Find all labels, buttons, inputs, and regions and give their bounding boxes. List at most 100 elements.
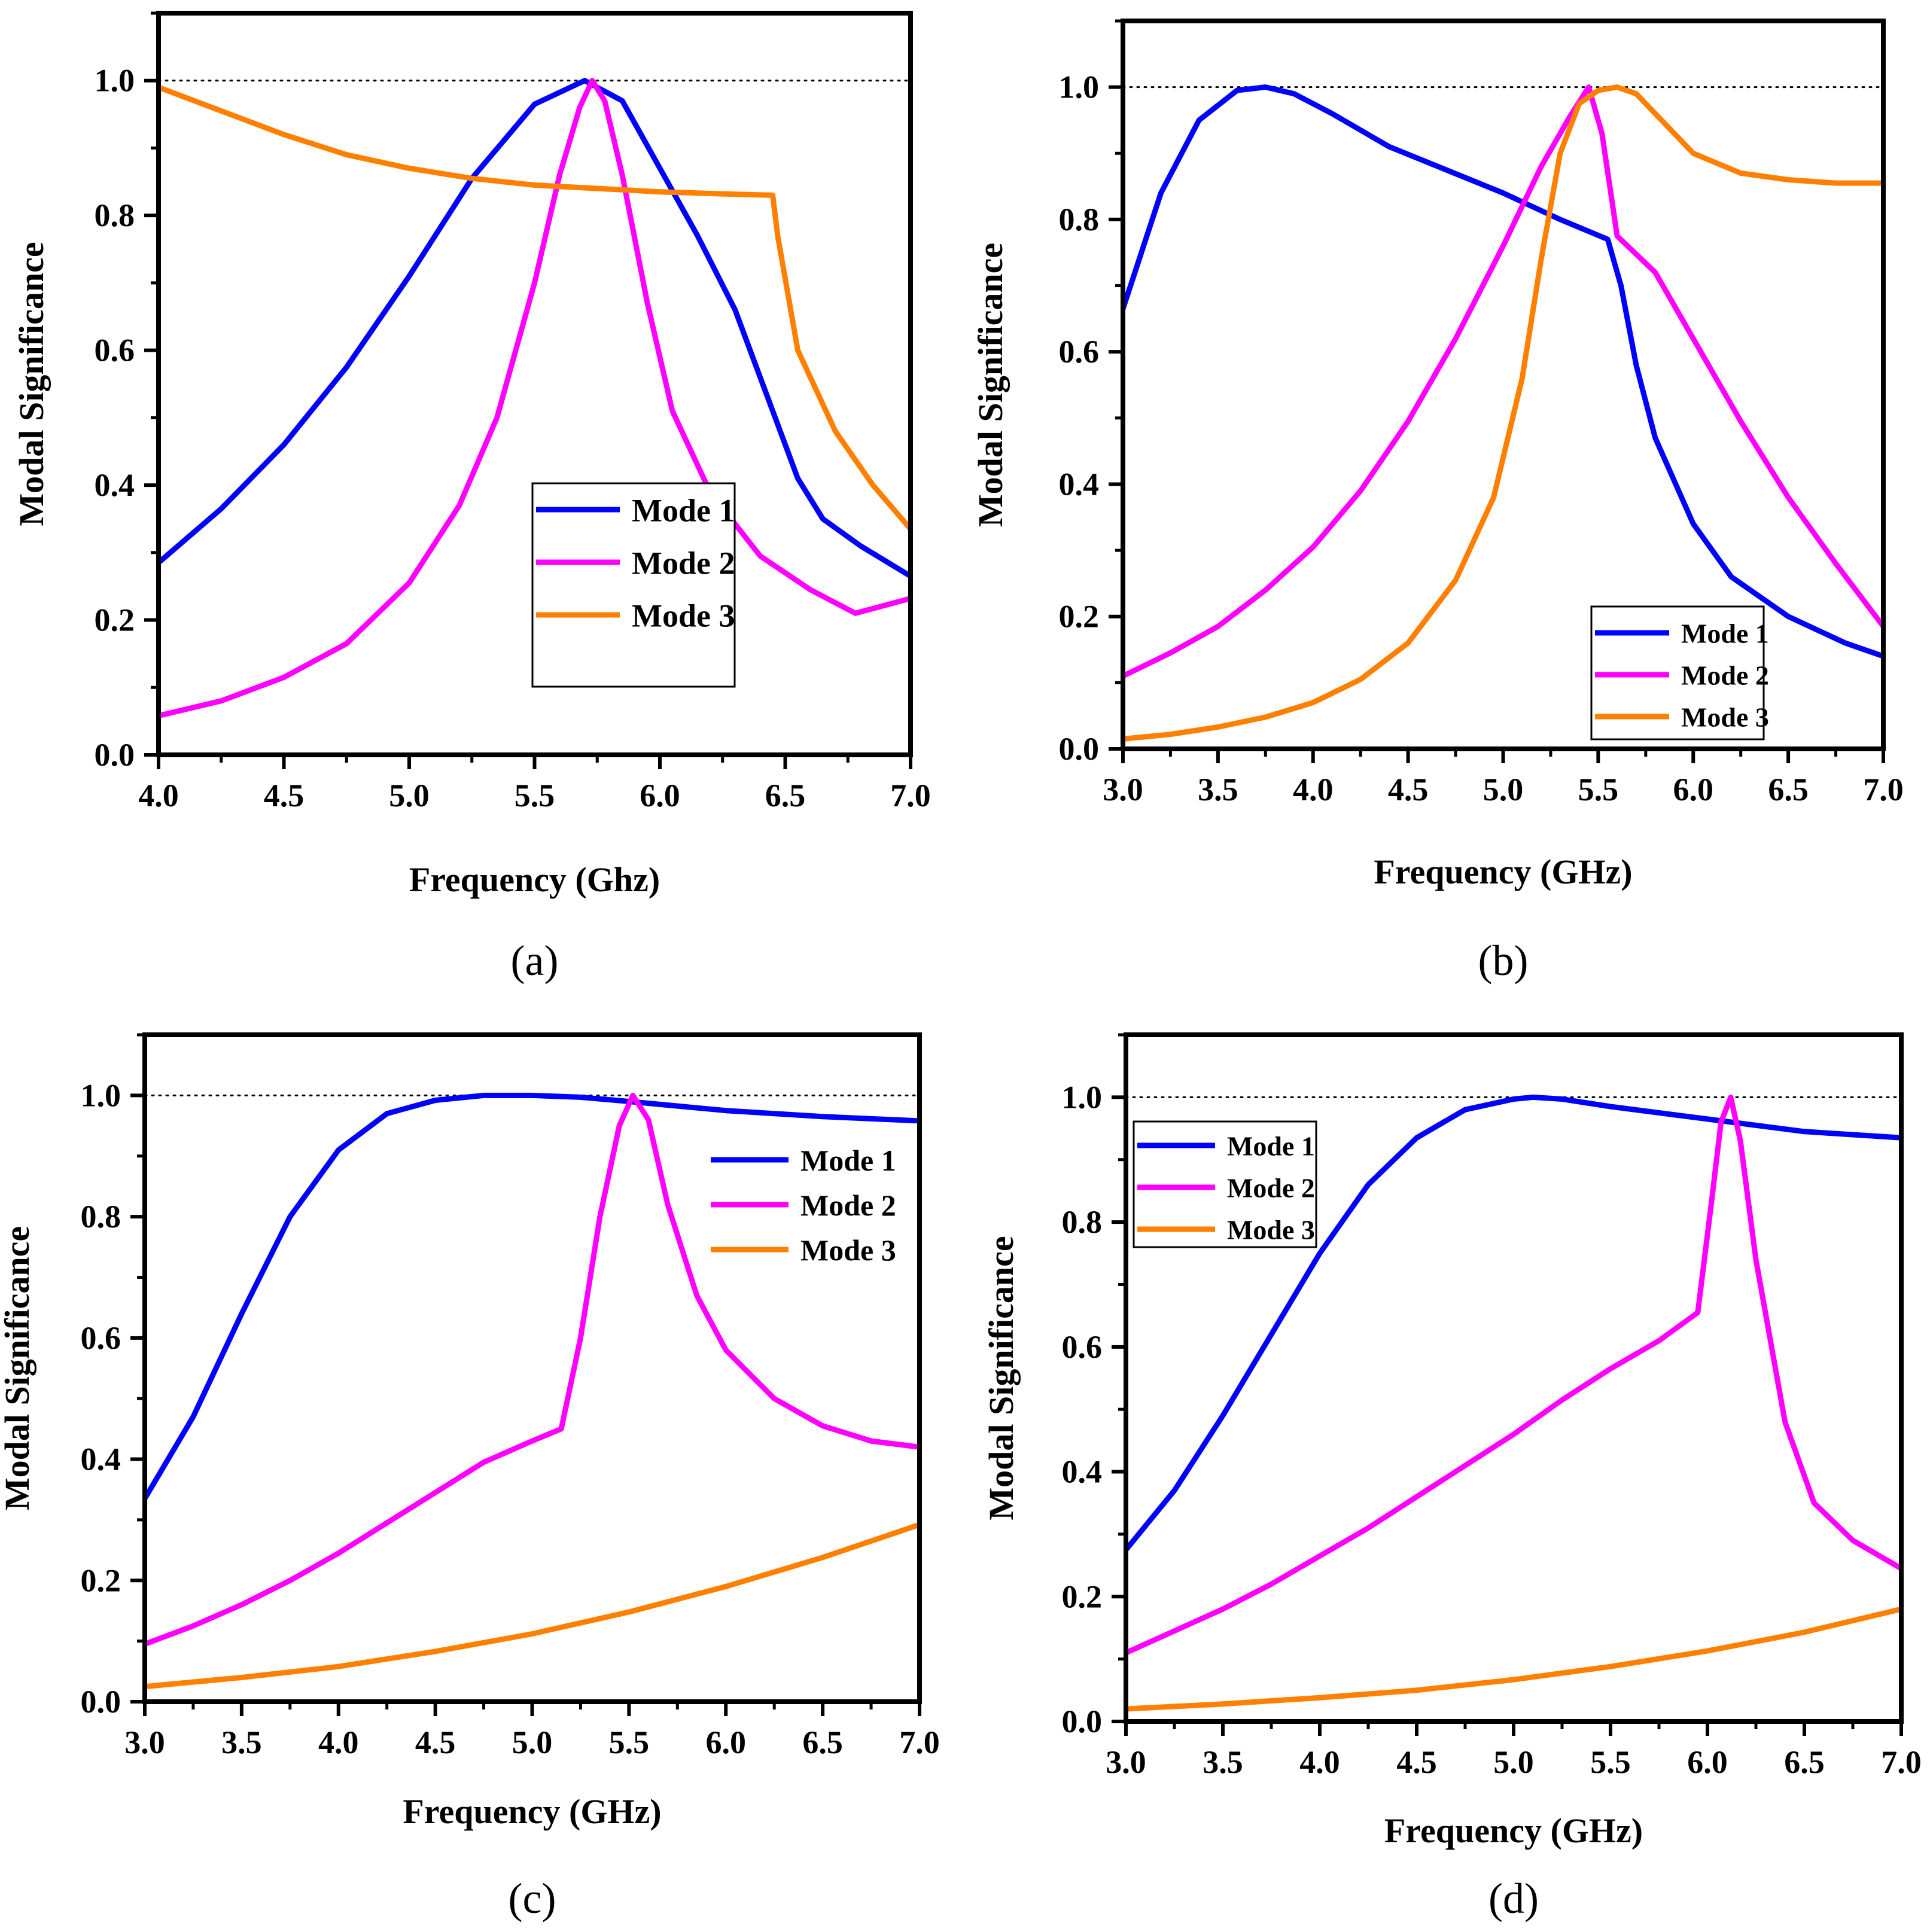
x-axis-label: Frequency (Ghz)	[409, 860, 660, 899]
legend-entry-mode-2: Mode 2	[1681, 660, 1769, 691]
y-tick-label: 0.0	[81, 1684, 121, 1720]
legend-entry-mode-1: Mode 1	[1227, 1131, 1315, 1162]
x-tick-label: 5.5	[1578, 772, 1619, 807]
series-line-mode-2	[159, 78, 911, 719]
y-tick-label: 0.8	[1062, 1204, 1103, 1240]
y-axis-label: Modal Significance	[12, 242, 51, 526]
chart-panel-a: 4.0 4.5 5.0 5.5 6.0 6.5 7.0 0.0 0.2 0.4 0.6 0.8 1.0 F…	[12, 11, 931, 985]
y-tick-label: 1.0	[95, 63, 135, 99]
x-tick-label: 6.5	[1784, 1744, 1825, 1780]
x-tick-label: 6.5	[1768, 772, 1809, 807]
y-tick-label: 0.0	[1059, 731, 1100, 767]
series-line-mode-2	[1126, 1094, 1901, 1656]
series-line-mode-1	[145, 1092, 920, 1501]
series-line-mode-3	[1123, 84, 1883, 742]
x-tick-label: 3.5	[1198, 772, 1238, 807]
legend-entry-mode-1: Mode 1	[800, 1144, 896, 1177]
legend-entry-mode-1: Mode 1	[632, 492, 735, 528]
series-line-mode-3	[1126, 1606, 1901, 1712]
x-axis-label: Frequency (GHz)	[1374, 852, 1632, 891]
legend-entry-mode-2: Mode 2	[800, 1189, 896, 1222]
legend-entry-mode-3: Mode 3	[1681, 702, 1769, 733]
series-line-mode-1	[1123, 84, 1883, 659]
y-tick-label: 0.4	[1059, 466, 1100, 502]
legend-entry-mode-3: Mode 3	[632, 598, 735, 633]
x-tick-label: 6.0	[1687, 1744, 1728, 1780]
legend: Mode 1 Mode 2 Mode 3	[1590, 605, 1769, 741]
x-tick-label: 5.5	[609, 1724, 650, 1760]
x-tick-label: 6.0	[1673, 772, 1714, 807]
series-line-mode-2	[145, 1092, 920, 1647]
x-tick-label: 5.0	[389, 778, 430, 813]
x-tick-label: 6.5	[802, 1724, 843, 1760]
y-tick-label: 0.8	[81, 1199, 121, 1235]
y-tick-label: 0.4	[81, 1442, 121, 1477]
legend-entry-mode-2: Mode 2	[632, 545, 735, 581]
x-tick-label: 5.5	[515, 778, 555, 813]
y-tick-label: 0.0	[95, 737, 135, 773]
series-line-mode-1	[1126, 1094, 1901, 1553]
y-tick-label: 0.2	[1059, 599, 1100, 635]
panel-label: (b)	[1478, 937, 1529, 985]
x-tick-label: 3.0	[1103, 772, 1143, 807]
x-tick-label: 4.0	[318, 1724, 359, 1760]
legend-box	[531, 482, 736, 688]
y-tick-label: 1.0	[81, 1077, 121, 1113]
x-tick-label: 3.0	[1106, 1744, 1146, 1780]
chart-panel-d: 3.0 3.5 4.0 4.5 5.0 5.5 6.0 6.5 7.0 0.0 0.2 0.4 0.6 0…	[982, 1032, 1922, 1922]
y-axis-label: Modal Significance	[982, 1236, 1021, 1520]
y-tick-label: 0.2	[81, 1562, 121, 1598]
series-line-mode-3	[159, 84, 911, 532]
panel-label: (d)	[1488, 1875, 1539, 1922]
y-axis-label: Modal Significance	[971, 243, 1010, 527]
y-tick-label: 0.8	[1059, 202, 1100, 237]
y-tick-label: 1.0	[1059, 69, 1100, 105]
x-tick-label: 7.0	[1881, 1744, 1922, 1780]
x-tick-label: 5.0	[1483, 772, 1524, 807]
x-tick-label: 5.5	[1590, 1744, 1631, 1780]
x-tick-label: 7.0	[1863, 772, 1904, 807]
x-tick-label: 7.0	[890, 778, 931, 813]
x-tick-label: 4.0	[1299, 1744, 1340, 1780]
x-tick-label: 5.0	[1493, 1744, 1534, 1780]
x-tick-label: 7.0	[899, 1724, 940, 1760]
chart-panel-c: 3.0 3.5 4.0 4.5 5.0 5.5 6.0 6.5 7.0 0.0 0.2 0.4 0.6 0…	[0, 1032, 940, 1922]
legend-background	[707, 1133, 909, 1268]
x-tick-label: 6.5	[765, 778, 806, 813]
panel-label: (a)	[511, 937, 559, 985]
x-tick-label: 4.5	[264, 778, 305, 813]
x-tick-label: 3.0	[124, 1724, 165, 1760]
x-tick-label: 6.0	[640, 778, 680, 813]
x-tick-label: 3.5	[221, 1724, 262, 1760]
y-tick-label: 0.6	[95, 333, 135, 368]
legend-entry-mode-3: Mode 3	[800, 1233, 896, 1267]
legend: Mode 1 Mode 2 Mode 3	[707, 1133, 909, 1268]
x-tick-label: 4.5	[415, 1724, 456, 1760]
x-tick-label: 4.5	[1388, 772, 1429, 807]
y-tick-label: 0.6	[81, 1320, 121, 1356]
y-tick-label: 1.0	[1062, 1079, 1103, 1115]
y-tick-label: 0.6	[1062, 1329, 1103, 1365]
x-tick-label: 4.0	[1293, 772, 1334, 807]
legend-box	[1133, 1120, 1317, 1248]
x-axis-label: Frequency (GHz)	[1384, 1811, 1643, 1850]
legend: Mode 1 Mode 2 Mode 3	[531, 482, 736, 688]
y-tick-label: 0.4	[1062, 1454, 1103, 1490]
x-axis-label: Frequency (GHz)	[403, 1792, 661, 1831]
y-tick-label: 0.2	[95, 602, 135, 638]
x-tick-label: 3.5	[1203, 1744, 1243, 1780]
x-tick-label: 4.5	[1396, 1744, 1437, 1780]
chart-panel-b: 3.0 3.5 4.0 4.5 5.0 5.5 6.0 6.5 7.0 0.0 0.2 0.4 0.6 0…	[971, 19, 1904, 985]
legend-entry-mode-1: Mode 1	[1681, 618, 1769, 649]
x-tick-label: 6.0	[706, 1724, 747, 1760]
series-line-mode-1	[159, 78, 911, 579]
x-tick-label: 5.0	[512, 1724, 553, 1760]
y-tick-label: 0.6	[1059, 334, 1100, 370]
legend: Mode 1 Mode 2 Mode 3	[1133, 1120, 1317, 1248]
y-tick-label: 0.4	[95, 467, 135, 503]
x-tick-label: 4.0	[138, 778, 179, 813]
panel-label: (c)	[509, 1875, 556, 1922]
y-tick-label: 0.0	[1062, 1704, 1103, 1739]
